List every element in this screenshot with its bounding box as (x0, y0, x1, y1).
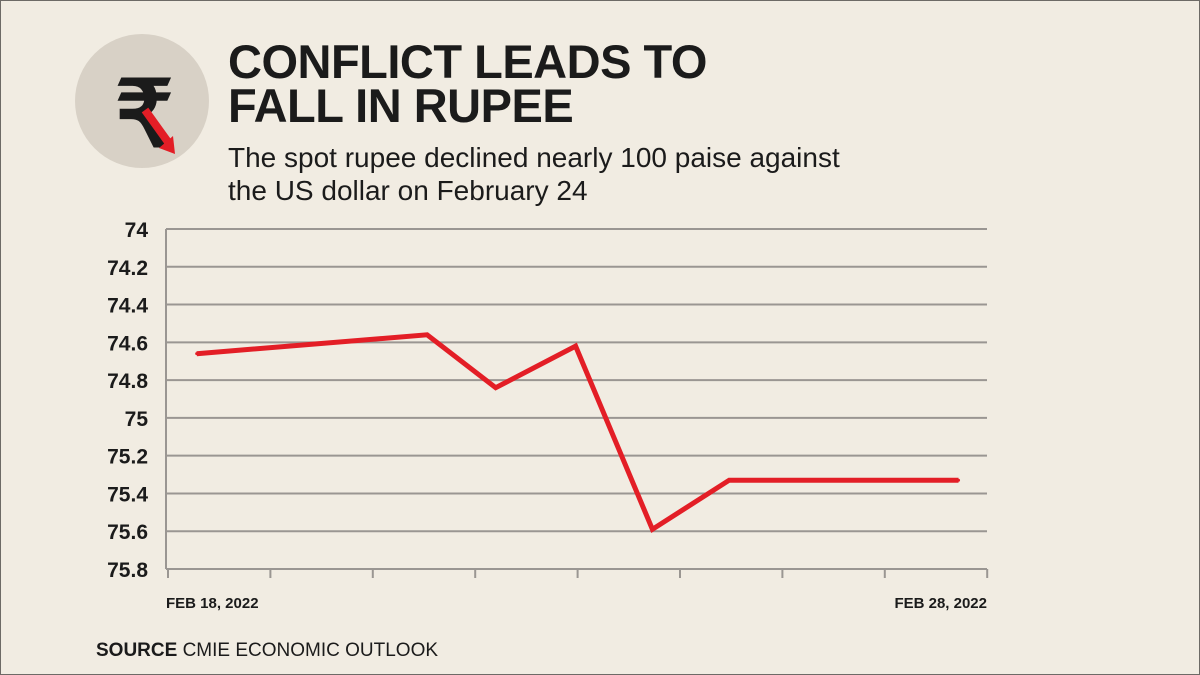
subtitle-line-2: the US dollar on February 24 (228, 175, 588, 206)
data-point (957, 478, 961, 482)
y-tick-label: 74 (125, 219, 149, 242)
y-tick-label: 74.6 (107, 332, 148, 355)
source-label: SOURCE (96, 640, 178, 661)
data-point (574, 344, 578, 348)
data-point (195, 352, 199, 356)
source-note: SOURCE CMIE ECONOMIC OUTLOOK (96, 640, 438, 662)
title-line-2: FALL IN RUPEE (228, 79, 574, 132)
data-point (425, 333, 429, 337)
x-tick-label: FEB 18, 2022 (166, 595, 259, 612)
y-tick-label: 74.4 (107, 295, 148, 318)
series-line (196, 332, 959, 534)
data-point (650, 527, 654, 531)
source-text: CMIE ECONOMIC OUTLOOK (182, 640, 439, 661)
y-tick-label: 75.4 (107, 483, 148, 506)
y-tick-label: 75 (125, 408, 149, 431)
y-tick-label: 74.2 (107, 257, 148, 280)
chart-title: CONFLICT LEADS TO FALL IN RUPEE (228, 38, 707, 129)
y-tick-label: 75.2 (107, 446, 148, 469)
y-tick-label: 75.6 (107, 521, 148, 544)
data-point (494, 386, 498, 390)
subtitle-line-1: The spot rupee declined nearly 100 paise… (228, 142, 840, 173)
data-point (727, 478, 731, 482)
y-tick-label: 74.8 (107, 370, 148, 393)
title-line-1: CONFLICT LEADS TO (228, 35, 707, 88)
chart-subtitle: The spot rupee declined nearly 100 paise… (228, 141, 988, 207)
y-tick-label: 75.8 (107, 559, 148, 582)
x-tick-label: FEB 28, 2022 (894, 595, 987, 612)
rupee-falling-arrow-icon: ₹ (75, 34, 209, 168)
